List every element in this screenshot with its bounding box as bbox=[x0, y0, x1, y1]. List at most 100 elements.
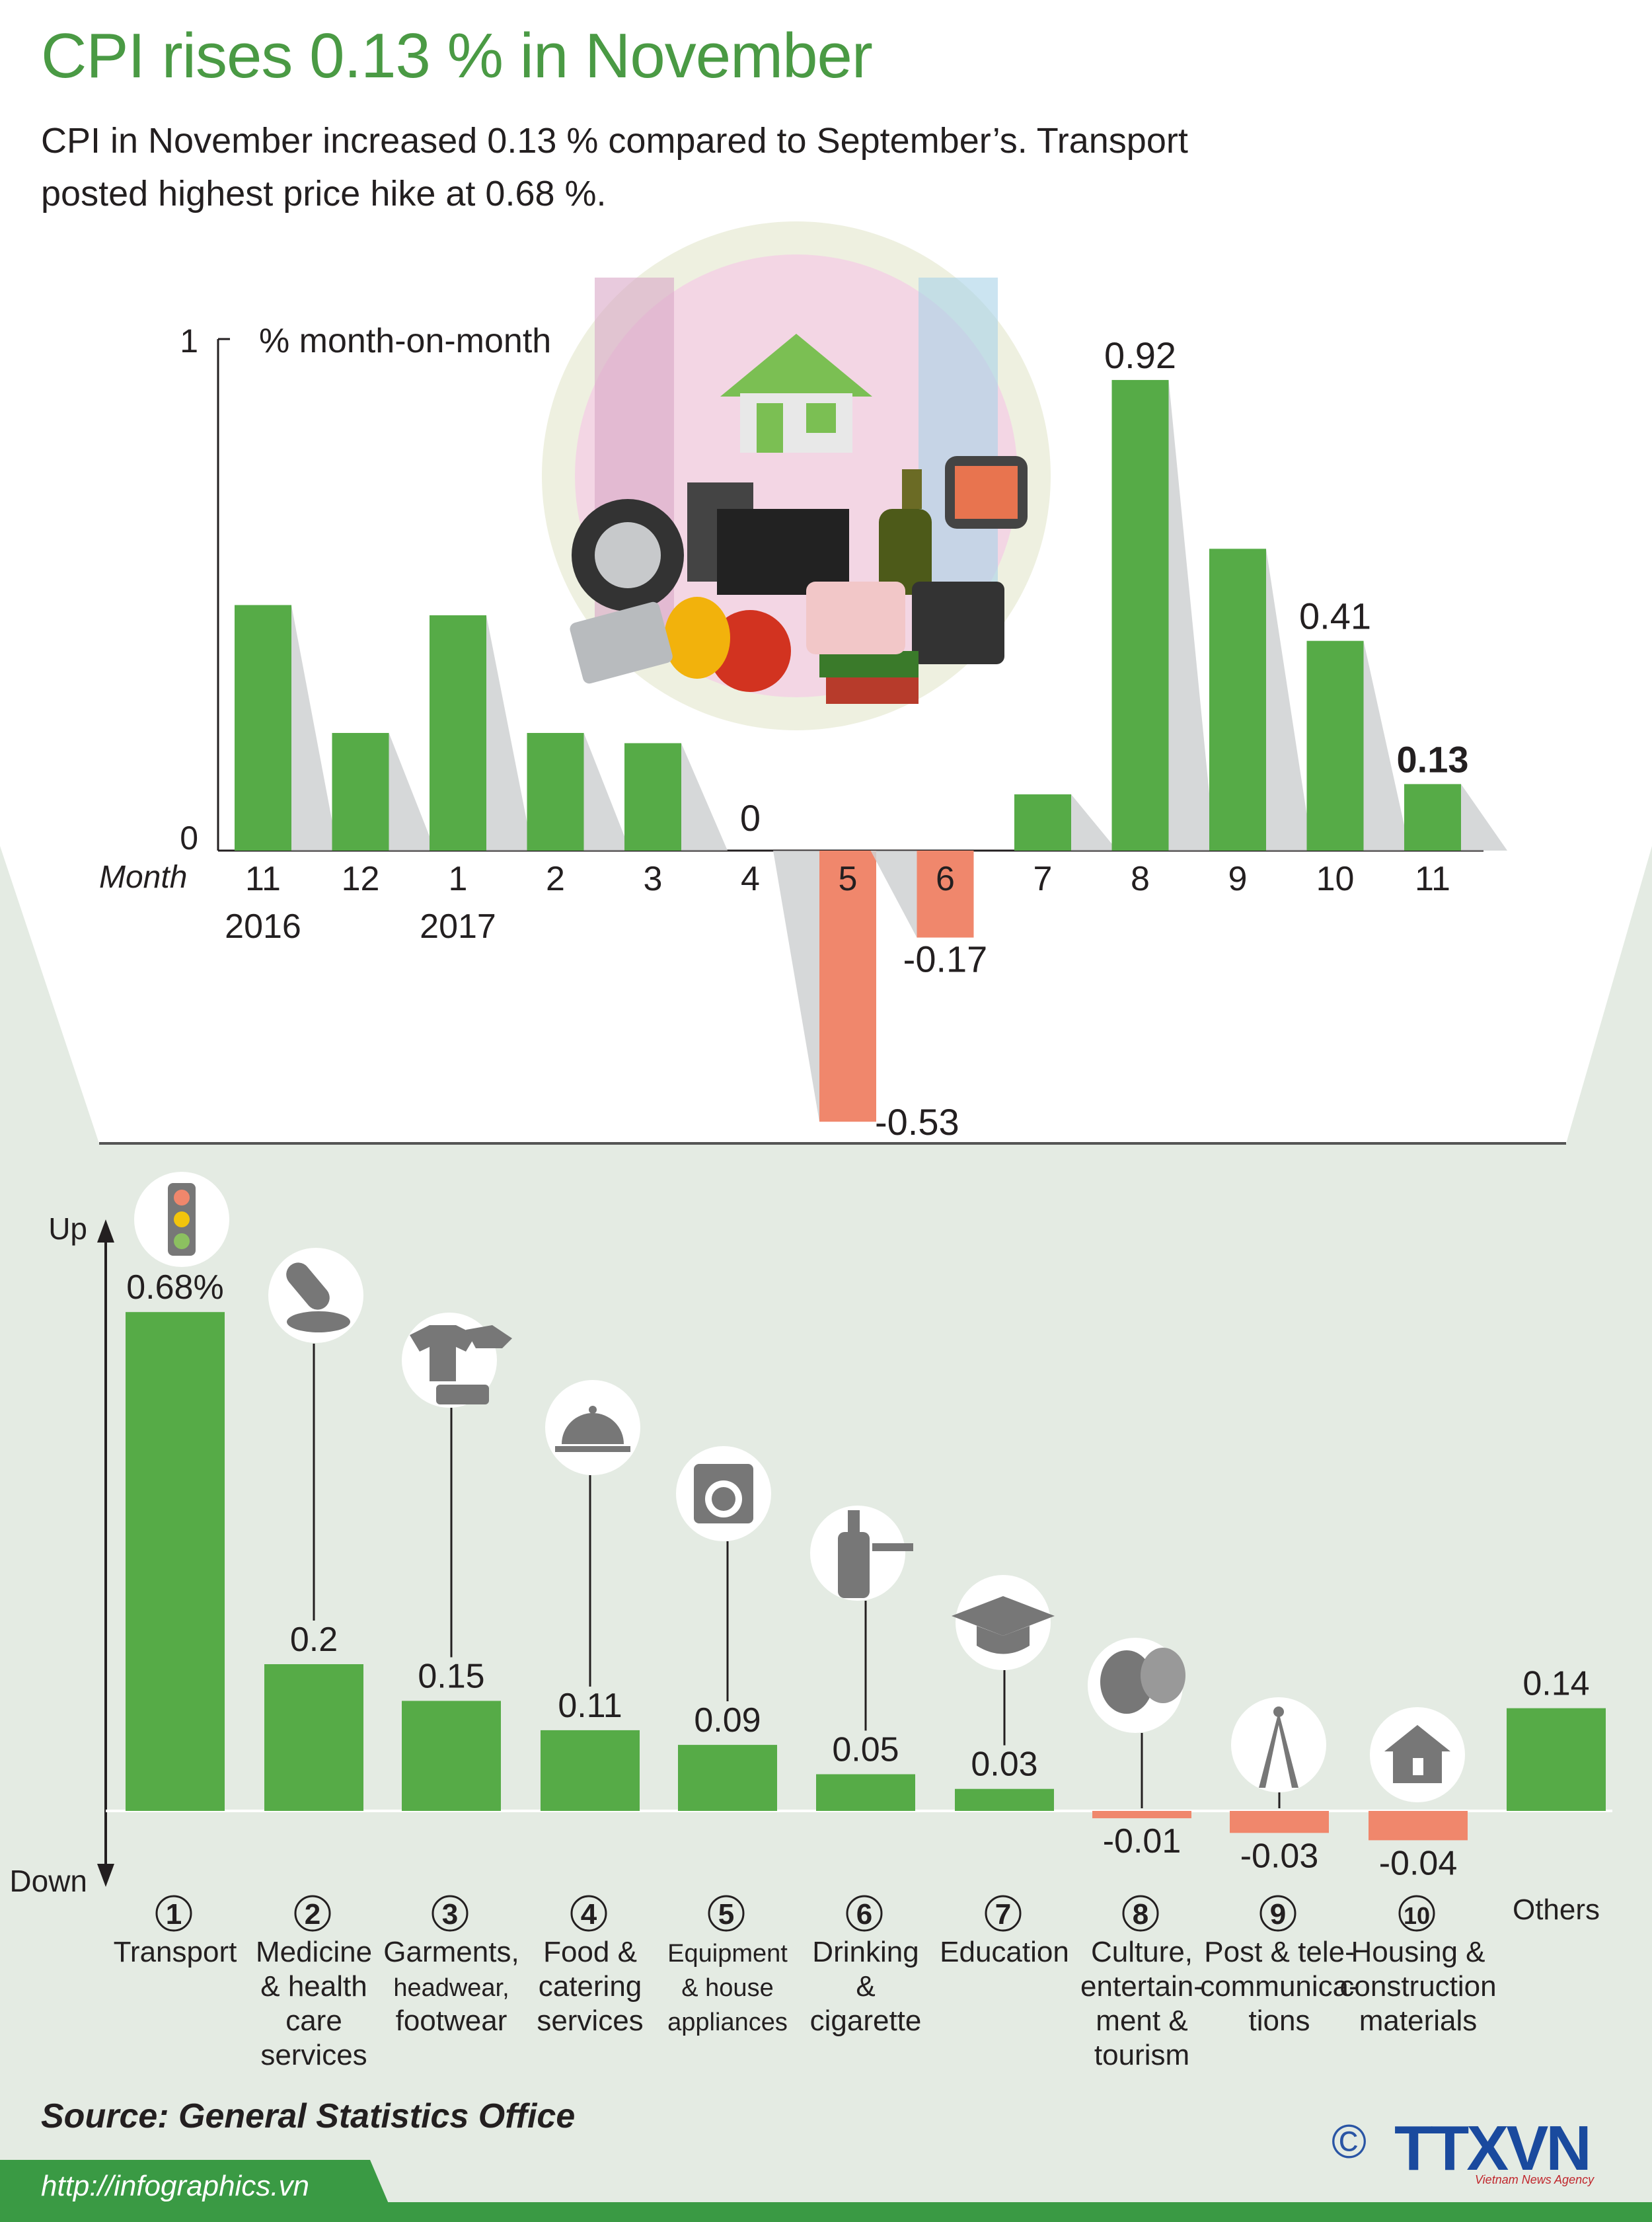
category-number-badge bbox=[155, 1895, 192, 1932]
computer-icon bbox=[687, 482, 849, 595]
copyright-symbol: © bbox=[1332, 2116, 1367, 2168]
category-bar bbox=[1369, 1811, 1468, 1841]
category-bar bbox=[402, 1701, 501, 1811]
category-number-badge bbox=[432, 1895, 469, 1932]
down-arrow-icon bbox=[97, 1864, 114, 1887]
category-number: 1 bbox=[166, 1898, 182, 1931]
category-label-line: communica- bbox=[1200, 1970, 1359, 2003]
food-cloche-icon bbox=[545, 1380, 640, 1475]
category-label-line: materials bbox=[1359, 2005, 1478, 2037]
ttxvn-logo: TTXVN bbox=[1394, 2113, 1592, 2184]
source-note: Source: General Statistics Office bbox=[41, 2097, 576, 2135]
telephone-icon bbox=[912, 582, 1004, 664]
category-label-line: Food & bbox=[543, 1936, 637, 1968]
category-bar bbox=[1092, 1811, 1191, 1819]
theater-masks-icon bbox=[1088, 1638, 1185, 1733]
category-value-label: 0.14 bbox=[1522, 1665, 1589, 1703]
category-value-label: -0.03 bbox=[1240, 1837, 1319, 1875]
x-tick-label: 8 bbox=[1131, 860, 1150, 898]
category-icons bbox=[134, 1172, 1465, 1802]
month-bar bbox=[235, 605, 291, 851]
bar-shadow bbox=[1071, 794, 1117, 851]
clothes-icon bbox=[402, 1313, 512, 1408]
category-label-line: cigarette bbox=[810, 2005, 922, 2037]
x-tick-label: 6 bbox=[936, 860, 955, 898]
month-bar bbox=[819, 851, 876, 1122]
pills-icon bbox=[268, 1248, 363, 1343]
bar-shadow bbox=[486, 615, 533, 851]
bar-value-label: -0.53 bbox=[875, 1101, 959, 1143]
category-number: 4 bbox=[581, 1898, 597, 1931]
shopping-illustration bbox=[542, 221, 1051, 730]
books-icon bbox=[819, 651, 919, 704]
bar-shadow bbox=[681, 743, 728, 851]
footer-url-link[interactable]: http://infographics.vn bbox=[41, 2170, 310, 2202]
year-label: 2016 bbox=[225, 907, 301, 946]
category-label-line: footwear bbox=[396, 2005, 507, 2037]
category-number-badge bbox=[1259, 1895, 1296, 1932]
bar-shadow bbox=[1168, 379, 1215, 851]
category-value-label: 0.15 bbox=[418, 1658, 484, 1696]
category-label-line: Medicine bbox=[256, 1936, 372, 1968]
category-value-label: 0.05 bbox=[832, 1731, 899, 1769]
category-label-line: Transport bbox=[114, 1936, 237, 1968]
category-label-line: Housing & bbox=[1351, 1936, 1485, 1968]
category-number-badge bbox=[708, 1895, 745, 1932]
bar-value-label: 0 bbox=[740, 797, 761, 839]
month-bar bbox=[430, 615, 486, 851]
category-bar bbox=[264, 1664, 363, 1811]
category-label-line: Drinking bbox=[812, 1936, 919, 1968]
subtitle-line-2: posted highest price hike at 0.68 %. bbox=[41, 174, 607, 213]
category-value-label: 0.03 bbox=[971, 1745, 1037, 1784]
footer-strip bbox=[0, 2202, 1652, 2222]
bar-shadow bbox=[291, 605, 338, 851]
category-number: 8 bbox=[1133, 1898, 1148, 1931]
category-number-badge bbox=[985, 1895, 1022, 1932]
bar-shadow bbox=[1266, 549, 1312, 851]
month-bar bbox=[1306, 640, 1364, 851]
graduation-cap-icon bbox=[952, 1575, 1055, 1670]
y-tick-label-0: 0 bbox=[180, 820, 198, 857]
category-number-badge bbox=[1122, 1895, 1159, 1932]
ttxvn-logo-subtitle: Vietnam News Agency bbox=[1475, 2173, 1595, 2186]
category-label-line: Equipment bbox=[667, 1940, 788, 1968]
bar-shadow bbox=[583, 732, 630, 851]
category-label-line: tourism bbox=[1094, 2039, 1189, 2071]
category-bar bbox=[816, 1774, 915, 1811]
category-value-label: -0.04 bbox=[1379, 1844, 1458, 1882]
category-label-line: headwear, bbox=[393, 1974, 509, 2002]
category-label-line: services bbox=[260, 2039, 367, 2071]
x-tick-label: 11 bbox=[245, 860, 281, 898]
category-value-label: 0.2 bbox=[290, 1621, 338, 1659]
category-value-label: -0.01 bbox=[1103, 1822, 1182, 1860]
month-bar bbox=[332, 732, 389, 851]
category-number: 3 bbox=[442, 1898, 458, 1931]
category-label-line: care bbox=[285, 2005, 342, 2037]
subtitle-line-1: CPI in November increased 0.13 % compare… bbox=[41, 121, 1188, 161]
x-tick-label: 12 bbox=[342, 860, 380, 898]
pills-icon bbox=[570, 601, 673, 684]
bar-shadow bbox=[1363, 640, 1410, 851]
month-bar bbox=[1014, 794, 1071, 851]
category-number-badge bbox=[1398, 1895, 1435, 1932]
category-label-line: services bbox=[537, 2005, 643, 2037]
month-bar bbox=[1111, 379, 1169, 851]
x-tick-label: 3 bbox=[644, 860, 663, 898]
bar-shadow bbox=[1461, 784, 1507, 851]
y-axis-title: % month-on-month bbox=[259, 322, 551, 360]
y-tick-label-1: 1 bbox=[180, 323, 198, 360]
category-label-line: & bbox=[856, 1970, 875, 2003]
category-label-line: construction bbox=[1339, 1970, 1496, 2003]
category-label-line: tions bbox=[1249, 2005, 1310, 2037]
category-bar bbox=[678, 1745, 777, 1811]
category-bar bbox=[541, 1730, 640, 1811]
traffic-light-icon bbox=[134, 1172, 229, 1267]
bar-value-label: 0.13 bbox=[1397, 738, 1469, 780]
x-tick-label: 4 bbox=[741, 860, 760, 898]
x-tick-label: 9 bbox=[1228, 860, 1248, 898]
bar-shadow bbox=[773, 851, 819, 1122]
up-arrow-icon bbox=[97, 1219, 114, 1243]
x-tick-label: 2 bbox=[546, 860, 565, 898]
category-bar bbox=[1507, 1708, 1606, 1811]
